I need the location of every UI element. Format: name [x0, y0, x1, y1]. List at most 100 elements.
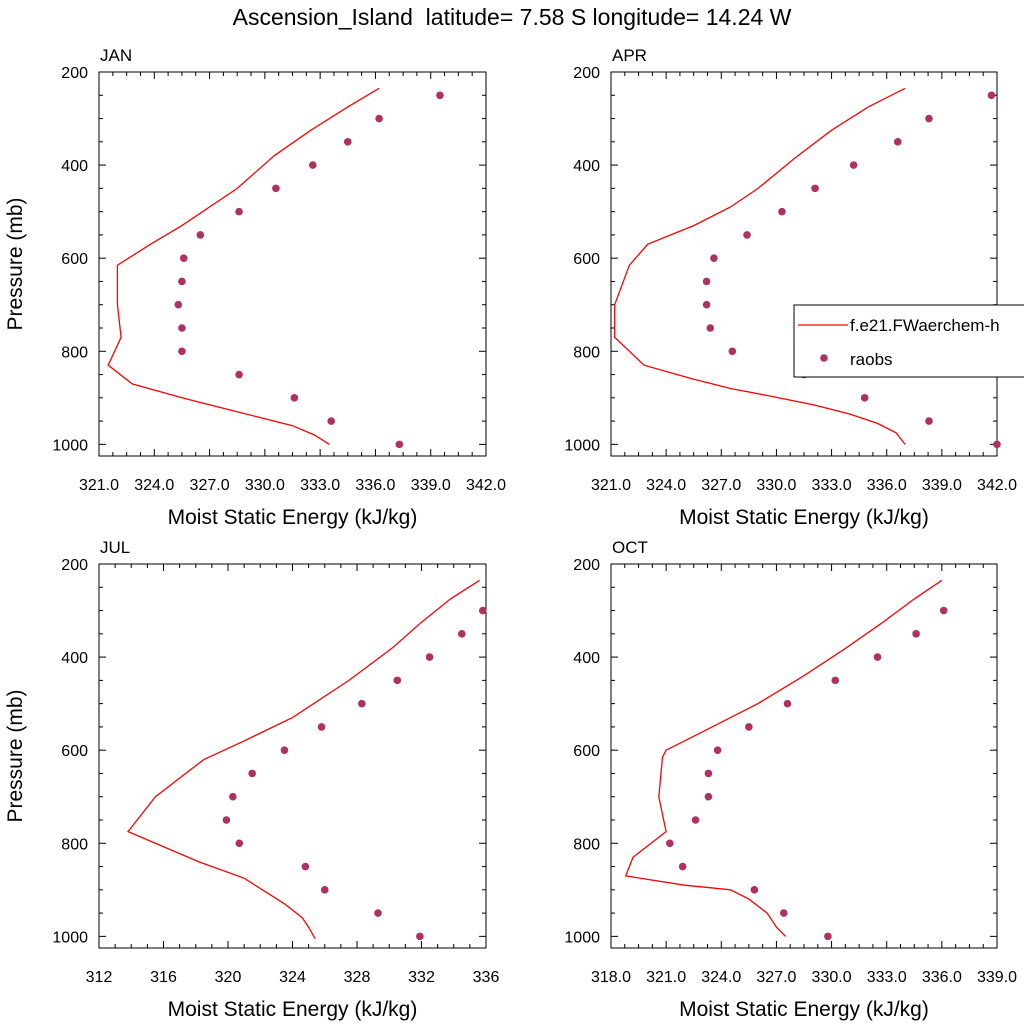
x-tick-label: 342.0: [466, 477, 506, 494]
legend-label: raobs: [850, 350, 893, 369]
obs-point: [375, 114, 383, 123]
obs-point: [993, 440, 1001, 449]
x-axis-label: Moist Static Energy (kJ/kg): [168, 998, 418, 1021]
obs-point: [702, 300, 711, 309]
legend-box: [793, 304, 1024, 378]
y-tick-label: 800: [61, 836, 88, 853]
x-tick-label: 339.0: [977, 969, 1017, 986]
obs-point: [831, 676, 840, 685]
x-tick-label: 327.0: [701, 477, 741, 494]
obs-point: [343, 138, 352, 146]
x-tick-label: 330.0: [812, 969, 852, 986]
chart-panel-jan: 200 400 600 800 1000 321.0 324.0 327.0 330.0 333.…: [4, 46, 506, 529]
model-line: [107, 87, 380, 445]
obs-point: [374, 909, 382, 917]
obs-point: [811, 184, 819, 193]
obs-point: [178, 324, 186, 332]
y-tick-label: 600: [61, 743, 88, 760]
obs-point: [235, 839, 244, 848]
y-tick-label: 200: [573, 65, 600, 82]
x-tick-label: 324.0: [134, 477, 174, 494]
y-tick-label: 1000: [52, 437, 88, 454]
obs-point: [779, 909, 788, 917]
x-tick-label: 336.0: [867, 477, 907, 494]
obs-point: [783, 699, 792, 708]
obs-point: [393, 676, 402, 685]
obs-point: [235, 207, 243, 216]
x-axis-label: Moist Static Energy (kJ/kg): [679, 998, 929, 1021]
x-tick-label: 330.0: [245, 477, 285, 494]
x-tick-label: 336.0: [922, 969, 962, 986]
y-tick-label: 1000: [564, 437, 600, 454]
obs-point: [248, 769, 256, 778]
page-title: Ascension_Island latitude= 7.58 S longit…: [232, 4, 792, 30]
y-tick-label: 200: [61, 557, 88, 574]
obs-point: [713, 746, 722, 754]
obs-point: [666, 839, 674, 848]
x-tick-label: 324.0: [646, 477, 686, 494]
x-tick-label: 342.0: [977, 477, 1017, 494]
obs-point: [327, 417, 336, 425]
obs-point: [750, 886, 759, 894]
obs-point: [987, 91, 996, 100]
obs-point: [893, 138, 902, 146]
y-tick-label: 400: [573, 650, 600, 667]
plot-frame: [610, 71, 998, 457]
x-tick-label: 324: [279, 969, 306, 986]
panel-title: OCT: [612, 538, 648, 557]
x-tick-label: 336.0: [355, 477, 395, 494]
obs-point: [280, 746, 289, 754]
y-tick-label: 1000: [564, 929, 600, 946]
x-tick-label: 320: [215, 969, 242, 986]
x-tick-label: 324.0: [701, 969, 741, 986]
x-tick-label: 336: [473, 969, 500, 986]
legend: f.e21.FWaerchem-h raobs: [793, 304, 1024, 378]
obs-point: [317, 723, 326, 731]
x-tick-label: 330.0: [756, 477, 796, 494]
panel-title: JAN: [100, 46, 132, 65]
y-tick-label: 400: [61, 650, 88, 667]
y-axis-label: Pressure (mb): [4, 197, 27, 330]
obs-point: [290, 394, 299, 402]
obs-point: [860, 394, 869, 402]
obs-point: [174, 300, 183, 309]
obs-point: [691, 816, 700, 824]
obs-point: [849, 161, 858, 169]
x-tick-label: 328: [344, 969, 371, 986]
chart-panel-jul: 200 400 600 800 1000 312 316 320 324 328 332 336 JUL…: [4, 538, 499, 1021]
panel-title: JUL: [100, 538, 130, 557]
model-line: [614, 87, 906, 445]
chart-panel-oct: 200 400 600 800 1000 318.0 321.0 324.0 327.0 330.…: [564, 538, 1017, 1021]
y-tick-label: 200: [573, 557, 600, 574]
obs-point: [704, 769, 713, 778]
chart-panel-apr: 200 400 600 800 1000 321.0 324.0 327.0 330.0 333.…: [564, 46, 1017, 529]
obs-point: [222, 816, 231, 824]
obs-point: [824, 932, 832, 941]
obs-point: [358, 699, 366, 708]
obs-point: [702, 277, 711, 286]
y-tick-label: 400: [573, 158, 600, 175]
obs-point: [745, 723, 753, 731]
y-tick-label: 600: [573, 743, 600, 760]
y-tick-label: 800: [573, 836, 600, 853]
obs-point: [178, 277, 186, 286]
y-tick-label: 600: [61, 251, 88, 268]
obs-point: [778, 207, 786, 216]
x-tick-label: 318.0: [591, 969, 631, 986]
x-tick-label: 321.0: [79, 477, 119, 494]
obs-point: [301, 862, 310, 871]
obs-point: [196, 231, 205, 239]
y-tick-label: 800: [573, 344, 600, 361]
model-line: [126, 579, 480, 940]
obs-point: [925, 417, 933, 425]
x-tick-label: 333.0: [812, 477, 852, 494]
obs-point: [728, 347, 737, 356]
obs-point: [425, 653, 434, 661]
y-tick-label: 1000: [52, 929, 88, 946]
obs-point: [678, 862, 687, 871]
y-tick-label: 600: [573, 251, 600, 268]
y-tick-label: 800: [61, 344, 88, 361]
x-axis-label: Moist Static Energy (kJ/kg): [679, 506, 929, 529]
obs-point: [235, 370, 243, 379]
obs-point: [178, 347, 186, 356]
